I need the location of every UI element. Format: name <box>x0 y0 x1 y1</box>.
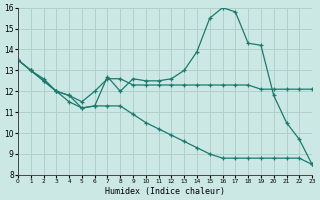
X-axis label: Humidex (Indice chaleur): Humidex (Indice chaleur) <box>105 187 225 196</box>
